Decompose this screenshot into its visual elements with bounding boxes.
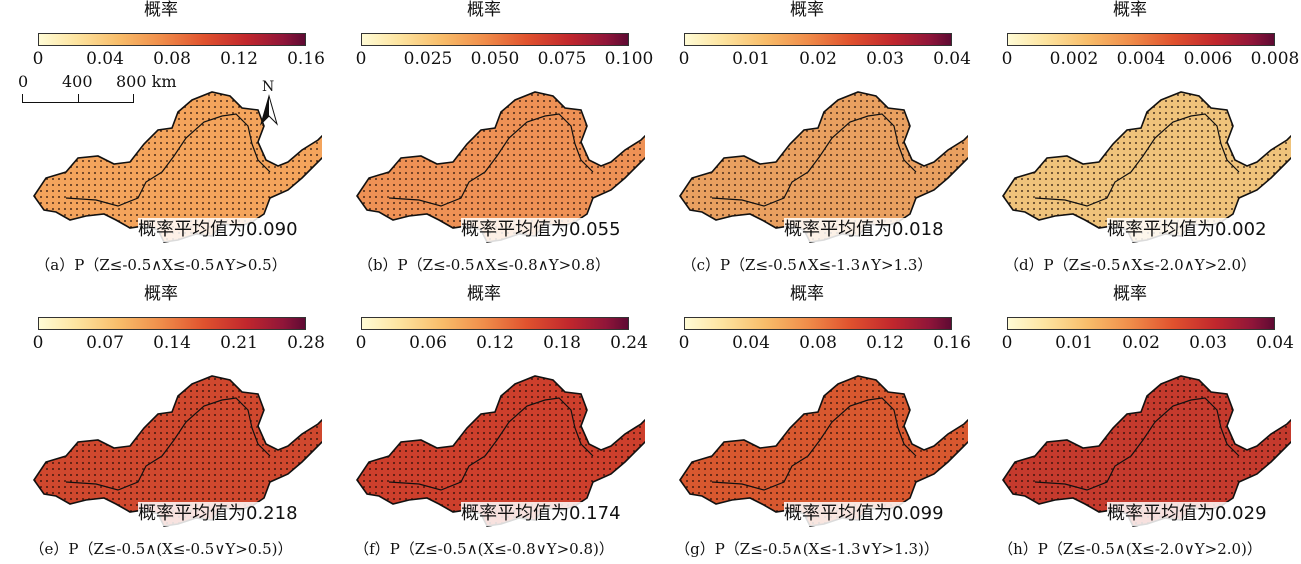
colorbar-tick: 0.025 <box>403 49 453 69</box>
colorbar-tick: 0.07 <box>86 333 124 353</box>
colorbar <box>361 33 629 46</box>
scale-bar-label: 400 <box>62 72 93 91</box>
colorbar-tick: 0 <box>32 49 44 69</box>
mean-probability-label: 概率平均值为0.174 <box>461 502 621 526</box>
colorbar-tick: 0.02 <box>799 49 837 69</box>
mean-probability-label: 概率平均值为0.090 <box>138 218 298 242</box>
colorbar-title: 概率 <box>467 0 501 20</box>
colorbar-tick: 0.12 <box>220 49 258 69</box>
colorbar-tick: 0.21 <box>220 333 258 353</box>
colorbar-title: 概率 <box>790 284 824 304</box>
scale-bar: 0 400 800 km <box>18 68 178 108</box>
colorbar-tick: 0.100 <box>604 49 654 69</box>
panel-f: 概率 0 0.06 0.12 0.18 0.24 概率平均值为0.174 （f）… <box>323 284 656 564</box>
colorbar-tick: 0 <box>1001 333 1013 353</box>
colorbar-tick: 0.004 <box>1116 49 1166 69</box>
panel-a: 概率 0 0.04 0.08 0.12 0.16 0 400 800 km N … <box>0 0 333 280</box>
panel-caption: （d）P（Z≤-0.5∧X≤-2.0∧Y>2.0） <box>1003 256 1257 274</box>
colorbar-tick: 0 <box>678 49 690 69</box>
region-map <box>0 360 333 535</box>
colorbar <box>1007 33 1275 46</box>
panel-d: 概率 0 0.002 0.004 0.006 0.008 概率平均值为0.002… <box>969 0 1301 280</box>
panel-h: 概率 0 0.01 0.02 0.03 0.04 概率平均值为0.029 （h）… <box>969 284 1301 564</box>
colorbar-tick: 0.12 <box>476 333 514 353</box>
panel-e: 概率 0 0.07 0.14 0.21 0.28 概率平均值为0.218 （e）… <box>0 284 333 564</box>
colorbar-tick: 0.050 <box>470 49 520 69</box>
scale-bar-label: 800 km <box>116 72 177 91</box>
colorbar-tick: 0.04 <box>1256 333 1294 353</box>
mean-probability-label: 概率平均值为0.018 <box>784 218 944 242</box>
panel-caption: （c）P（Z≤-0.5∧X≤-1.3∧Y>1.3） <box>681 256 933 274</box>
panel-caption: （a）P（Z≤-0.5∧X≤-0.5∧Y>0.5） <box>35 256 287 274</box>
colorbar <box>684 317 952 330</box>
colorbar-tick: 0.28 <box>287 333 325 353</box>
colorbar <box>38 317 306 330</box>
colorbar-tick: 0.16 <box>933 333 971 353</box>
panel-b: 概率 0 0.025 0.050 0.075 0.100 概率平均值为0.055… <box>323 0 656 280</box>
colorbar <box>38 33 306 46</box>
mean-probability-label: 概率平均值为0.099 <box>784 502 944 526</box>
panel-g: 概率 0 0.04 0.08 0.12 0.16 概率平均值为0.099 （g）… <box>646 284 979 564</box>
colorbar-tick: 0.008 <box>1250 49 1300 69</box>
colorbar-tick: 0.18 <box>543 333 581 353</box>
colorbar-title: 概率 <box>790 0 824 20</box>
mean-probability-label: 概率平均值为0.002 <box>1107 218 1267 242</box>
colorbar-tick: 0.002 <box>1049 49 1099 69</box>
colorbar-tick: 0.04 <box>732 333 770 353</box>
colorbar-tick: 0.075 <box>537 49 587 69</box>
colorbar-title: 概率 <box>1113 284 1147 304</box>
panel-caption: （g）P（Z≤-0.5∧(X≤-1.3∨Y>1.3)） <box>675 540 939 558</box>
colorbar-title: 概率 <box>1113 0 1147 20</box>
mean-probability-label: 概率平均值为0.218 <box>138 502 298 526</box>
colorbar-tick: 0.16 <box>287 49 325 69</box>
mean-probability-label: 概率平均值为0.055 <box>461 218 621 242</box>
colorbar-tick: 0.02 <box>1122 333 1160 353</box>
colorbar-title: 概率 <box>144 284 178 304</box>
colorbar-tick: 0.06 <box>409 333 447 353</box>
panel-c: 概率 0 0.01 0.02 0.03 0.04 概率平均值为0.018 （c）… <box>646 0 979 280</box>
colorbar-tick: 0.12 <box>866 333 904 353</box>
colorbar-tick: 0.04 <box>933 49 971 69</box>
colorbar-tick: 0.03 <box>866 49 904 69</box>
region-map <box>646 76 979 251</box>
colorbar-tick: 0 <box>32 333 44 353</box>
colorbar-tick: 0.08 <box>153 49 191 69</box>
panel-caption: （f）P（Z≤-0.5∧(X≤-0.8∨Y>0.8)） <box>354 540 614 558</box>
colorbar-tick: 0.01 <box>1055 333 1093 353</box>
colorbar-title: 概率 <box>467 284 501 304</box>
region-map <box>646 360 979 535</box>
colorbar <box>361 317 629 330</box>
colorbar-tick: 0 <box>1001 49 1013 69</box>
mean-probability-label: 概率平均值为0.029 <box>1107 502 1267 526</box>
scale-bar-label: 0 <box>18 72 29 91</box>
colorbar-tick: 0 <box>355 333 367 353</box>
north-arrow-icon: N <box>258 80 280 128</box>
colorbar-tick: 0 <box>678 333 690 353</box>
colorbar <box>1007 317 1275 330</box>
panel-caption: （e）P（Z≤-0.5∧(X≤-0.5∨Y>0.5)） <box>29 540 293 558</box>
region-map <box>969 360 1301 535</box>
colorbar-tick: 0.01 <box>732 49 770 69</box>
colorbar-tick: 0 <box>355 49 367 69</box>
colorbar-tick: 0.08 <box>799 333 837 353</box>
north-arrow-label: N <box>262 79 275 95</box>
panel-caption: （h）P（Z≤-0.5∧(X≤-2.0∨Y>2.0)） <box>998 540 1262 558</box>
colorbar-tick: 0.14 <box>153 333 191 353</box>
colorbar <box>684 33 952 46</box>
colorbar-tick: 0.04 <box>86 49 124 69</box>
colorbar-tick: 0.006 <box>1183 49 1233 69</box>
colorbar-tick: 0.24 <box>610 333 648 353</box>
colorbar-tick: 0.03 <box>1189 333 1227 353</box>
colorbar-title: 概率 <box>144 0 178 20</box>
panel-caption: （b）P（Z≤-0.5∧X≤-0.8∧Y>0.8） <box>357 256 611 274</box>
